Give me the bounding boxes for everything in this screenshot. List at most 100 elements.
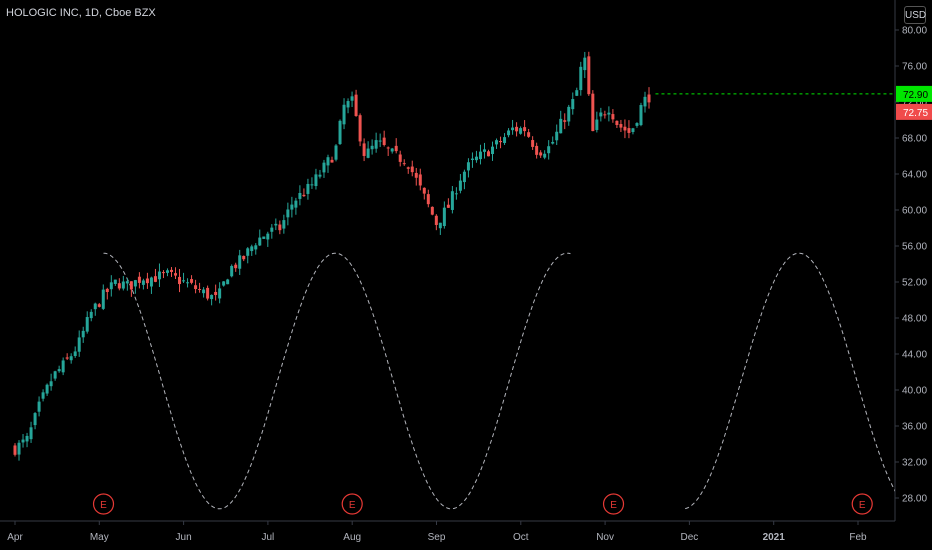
candle xyxy=(635,122,639,128)
y-tick-label: 68.00 xyxy=(902,134,927,145)
candle-body xyxy=(270,227,274,232)
candle xyxy=(527,128,531,138)
candle-body xyxy=(627,128,631,133)
candle-body xyxy=(442,207,446,227)
prev-price-tag xyxy=(896,103,932,120)
candle-body xyxy=(234,264,238,269)
y-tick-label: 56.00 xyxy=(902,242,927,253)
candle-body xyxy=(595,119,599,130)
candle-body xyxy=(186,282,190,284)
candle-body xyxy=(190,279,194,283)
candle xyxy=(137,272,141,289)
candle-body xyxy=(611,114,615,120)
candle-body xyxy=(563,120,567,122)
candle xyxy=(450,186,454,214)
candle xyxy=(531,136,535,150)
currency-button[interactable]: USD xyxy=(904,6,926,24)
candle-body xyxy=(507,130,511,136)
candle-body xyxy=(17,442,21,455)
candle xyxy=(386,146,390,156)
candle xyxy=(314,168,318,190)
candle-body xyxy=(318,174,322,177)
candle-body xyxy=(338,120,342,145)
candle xyxy=(366,141,370,159)
candle xyxy=(117,278,121,291)
candle-body xyxy=(125,281,129,284)
x-tick-label: Apr xyxy=(7,532,23,543)
y-tick-label: 72.00 xyxy=(902,98,927,109)
candle-body xyxy=(25,435,29,442)
candle-body xyxy=(49,381,53,387)
x-tick-label: Oct xyxy=(513,532,529,543)
candle-body xyxy=(198,289,202,291)
candle xyxy=(101,284,105,311)
candle xyxy=(186,278,190,288)
candle xyxy=(575,87,579,97)
candle-body xyxy=(45,384,49,394)
candle-body xyxy=(466,162,470,171)
candle xyxy=(495,138,499,149)
earnings-marker-circle xyxy=(851,493,873,515)
earnings-marker[interactable]: E xyxy=(92,493,115,515)
candle-body xyxy=(105,288,109,293)
candle xyxy=(113,279,117,286)
candle-body xyxy=(454,193,458,195)
candle xyxy=(190,275,194,285)
candle xyxy=(346,98,350,114)
candle-body xyxy=(511,127,515,131)
candle xyxy=(627,120,631,139)
candle xyxy=(374,132,378,153)
earnings-marker[interactable]: E xyxy=(602,493,625,515)
candle xyxy=(105,287,109,300)
candle xyxy=(647,87,651,109)
candle-body xyxy=(89,311,93,319)
candle-body xyxy=(250,246,254,252)
candle xyxy=(515,122,519,137)
candle-body xyxy=(434,215,438,225)
candle xyxy=(643,91,647,113)
candle xyxy=(474,150,478,163)
candle xyxy=(551,136,555,145)
candle-body xyxy=(133,280,137,287)
candle xyxy=(503,133,507,145)
candle-body xyxy=(149,277,153,287)
candles xyxy=(13,51,651,461)
candle-body xyxy=(230,265,234,277)
candle-body xyxy=(41,392,45,399)
candle-body xyxy=(374,140,378,149)
candle-body xyxy=(169,269,173,272)
candle xyxy=(615,120,619,128)
candle-body xyxy=(555,131,559,141)
candle xyxy=(298,185,302,206)
candle-body xyxy=(390,148,394,152)
earnings-marker[interactable]: E xyxy=(341,493,363,515)
candle xyxy=(77,330,81,357)
candle xyxy=(330,156,334,163)
candle xyxy=(342,98,346,130)
candle xyxy=(310,177,314,189)
candle-body xyxy=(334,145,338,160)
candle xyxy=(326,154,330,173)
candle-body xyxy=(314,174,318,187)
candle-body xyxy=(97,304,101,307)
candle-body xyxy=(129,281,133,290)
candle xyxy=(214,284,218,301)
candle xyxy=(222,281,226,287)
last-price-tag xyxy=(896,85,932,102)
candle xyxy=(258,229,262,247)
earnings-marker-label: E xyxy=(100,500,107,511)
candle xyxy=(583,51,587,79)
candle xyxy=(69,353,73,364)
candle-body xyxy=(519,128,523,134)
candle xyxy=(121,275,125,291)
earnings-marker-label: E xyxy=(610,500,617,511)
candle-body xyxy=(474,156,478,161)
candle xyxy=(350,91,354,108)
candle-body xyxy=(458,180,462,191)
candle-body xyxy=(394,145,398,152)
candle-body xyxy=(539,152,543,156)
candle-body xyxy=(218,288,222,299)
candle xyxy=(73,346,77,358)
earnings-marker[interactable]: E xyxy=(851,493,873,515)
